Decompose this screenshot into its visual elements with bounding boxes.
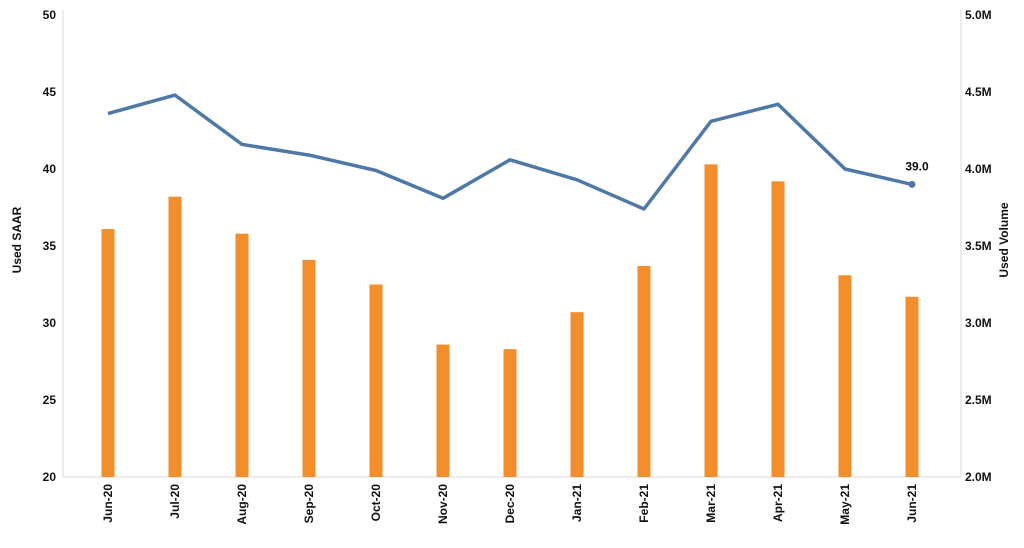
left-tick-label: 40 [43, 162, 57, 176]
x-tick-label: Aug-20 [235, 484, 249, 525]
x-tick-label: Oct-20 [369, 484, 383, 522]
x-tick-label: Sep-20 [302, 484, 316, 524]
x-axis-ticks: Jun-20 Jul-20 Aug-20 Sep-20 Oct-20 Nov-20 Dec-… [101, 484, 919, 525]
series-line [107, 93, 913, 211]
left-tick-label: 20 [43, 470, 57, 484]
x-tick-label: Jul-20 [168, 484, 182, 519]
left-axis-ticks: 20 25 30 35 40 45 50 [43, 8, 57, 484]
data-labels: 39.0 [905, 159, 929, 188]
right-tick-label: 5.0M [965, 8, 992, 22]
right-tick-label: 2.0M [965, 470, 992, 484]
x-tick-label: Nov-20 [436, 484, 450, 524]
bar [369, 284, 383, 477]
bar [503, 349, 517, 477]
left-tick-label: 45 [43, 85, 57, 99]
bar [235, 233, 249, 477]
bar [637, 266, 651, 477]
data-label: 39.0 [905, 159, 929, 173]
bar [436, 344, 450, 477]
x-tick-label: Dec-20 [503, 484, 517, 524]
left-tick-label: 50 [43, 8, 57, 22]
line-series [107, 93, 913, 211]
bar [168, 196, 182, 477]
right-axis-title: Used Volume [997, 202, 1011, 277]
x-tick-label: Jun-21 [905, 484, 919, 523]
x-tick-label: Feb-21 [637, 484, 651, 523]
right-tick-label: 2.5M [965, 393, 992, 407]
x-tick-label: Mar-21 [704, 484, 718, 523]
right-tick-label: 3.0M [965, 316, 992, 330]
bar [704, 164, 718, 477]
bar-series [101, 164, 919, 477]
left-tick-label: 30 [43, 316, 57, 330]
bar [302, 259, 316, 477]
line-point [908, 180, 916, 188]
x-tick-label: Jan-21 [570, 484, 584, 522]
bar [905, 296, 919, 477]
left-tick-label: 25 [43, 393, 57, 407]
bar [570, 312, 584, 477]
bar [771, 181, 785, 477]
right-tick-label: 4.0M [965, 162, 992, 176]
left-tick-label: 35 [43, 239, 57, 253]
right-tick-label: 3.5M [965, 239, 992, 253]
right-axis-ticks: 2.0M 2.5M 3.0M 3.5M 4.0M 4.5M 5.0M [965, 8, 992, 484]
bar [838, 275, 852, 477]
left-axis-title: Used SAAR [10, 206, 24, 273]
x-tick-label: Apr-21 [771, 484, 785, 522]
x-tick-label: May-21 [838, 484, 852, 525]
right-tick-label: 4.5M [965, 85, 992, 99]
bar [101, 229, 115, 477]
x-tick-label: Jun-20 [101, 484, 115, 523]
